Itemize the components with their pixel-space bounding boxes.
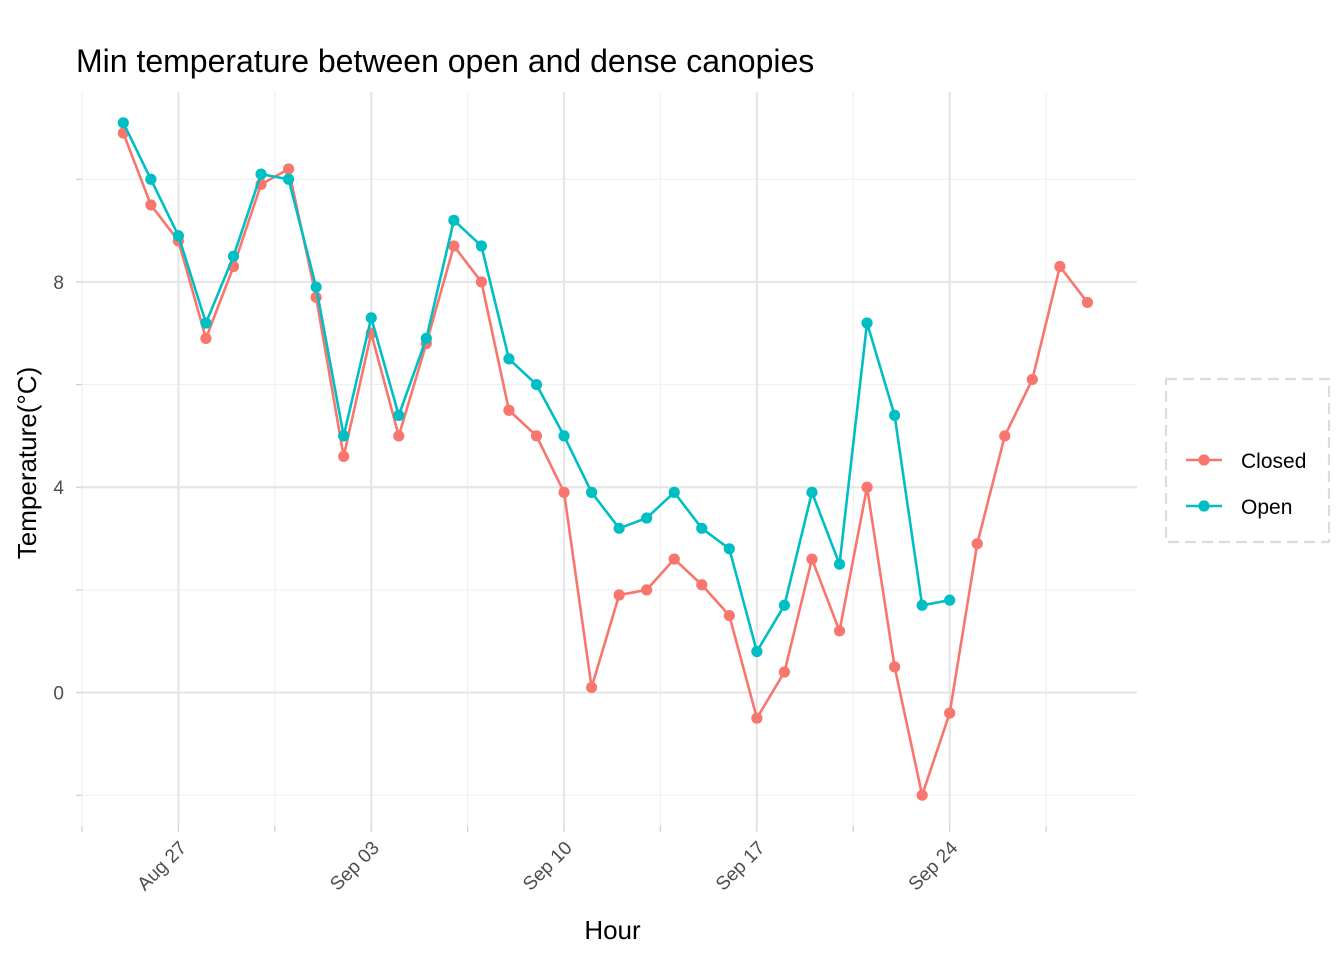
y-tick-label: 0 (53, 684, 64, 705)
data-point-open (641, 512, 653, 524)
x-tick-label: Sep 17 (712, 838, 769, 895)
legend-label-open: Open (1241, 496, 1292, 519)
data-point-open (558, 430, 570, 442)
data-point-closed (668, 553, 680, 565)
y-axis-label: Temperature(°C) (12, 367, 42, 559)
data-point-open (944, 594, 956, 606)
x-tick-label: Aug 27 (134, 838, 191, 895)
legend-key-point (1198, 454, 1210, 466)
data-point-closed (778, 666, 791, 678)
data-point-closed (1081, 296, 1094, 309)
data-point-open (475, 240, 488, 252)
x-tick-labels: Aug 27 Sep 03 Sep 10 Sep 17 Sep 24 (134, 837, 963, 895)
data-point-open (861, 317, 873, 329)
axis-ticks (76, 178, 1047, 832)
data-point-closed (448, 240, 460, 252)
data-point-open (227, 250, 240, 262)
data-point-open (255, 168, 267, 180)
series-closed (117, 127, 1094, 801)
data-point-open (145, 173, 157, 185)
legend-box (1164, 377, 1331, 544)
data-point-closed (475, 276, 488, 288)
data-point-closed (888, 661, 901, 673)
data-point-open (668, 486, 680, 498)
data-point-open (282, 173, 295, 185)
data-point-closed (393, 430, 405, 442)
legend: Closed Open (1164, 377, 1331, 544)
data-point-closed (641, 584, 653, 596)
y-tick-labels: 0 4 8 (53, 273, 64, 705)
y-tick-label: 4 (53, 478, 64, 499)
data-point-open (916, 599, 928, 611)
data-point-closed (613, 589, 625, 601)
data-point-open (393, 409, 405, 421)
data-point-closed (696, 579, 708, 591)
data-point-closed (751, 712, 763, 724)
data-point-closed (1054, 260, 1066, 273)
y-tick-label: 8 (53, 273, 64, 294)
legend-label-closed: Closed (1241, 450, 1306, 473)
data-point-open (420, 332, 432, 344)
data-point-open (833, 558, 846, 570)
series-layer (117, 117, 1094, 801)
data-point-closed (723, 609, 735, 622)
data-point-open (448, 214, 460, 226)
data-point-closed (282, 163, 295, 175)
data-point-closed (585, 681, 598, 694)
x-tick-label: Sep 03 (326, 838, 383, 895)
data-point-closed (916, 789, 928, 801)
legend-key-point (1198, 500, 1210, 512)
data-point-open (530, 378, 543, 391)
data-point-closed (200, 332, 212, 344)
x-axis-label: Hour (584, 915, 641, 945)
data-point-closed (971, 538, 983, 550)
data-point-closed (338, 450, 350, 463)
series-open (117, 117, 956, 658)
data-point-closed (999, 430, 1011, 442)
data-point-closed (503, 404, 515, 416)
data-point-closed (1026, 373, 1038, 386)
grid (81, 92, 1137, 826)
data-point-open (503, 353, 515, 365)
data-point-open (888, 409, 901, 421)
data-point-open (723, 543, 735, 555)
x-tick-label: Sep 24 (905, 837, 963, 895)
data-point-closed (145, 199, 157, 211)
data-point-closed (806, 553, 818, 565)
data-point-open (696, 522, 708, 534)
data-point-open (117, 117, 129, 129)
series-line-closed (122, 132, 1089, 797)
data-point-closed (558, 486, 570, 498)
data-point-open (200, 317, 212, 329)
data-point-open (310, 281, 322, 293)
data-point-open (585, 486, 598, 498)
data-point-open (613, 522, 625, 534)
chart-title: Min temperature between open and dense c… (76, 43, 814, 79)
x-tick-label: Sep 10 (519, 838, 576, 895)
data-point-closed (861, 481, 873, 493)
data-point-open (172, 230, 185, 242)
data-point-closed (530, 430, 543, 442)
data-point-closed (944, 707, 956, 719)
data-point-open (338, 430, 350, 442)
data-point-open (778, 599, 791, 611)
data-point-closed (833, 625, 846, 637)
data-point-open (751, 645, 763, 658)
data-point-open (365, 312, 377, 324)
data-point-open (806, 486, 818, 498)
